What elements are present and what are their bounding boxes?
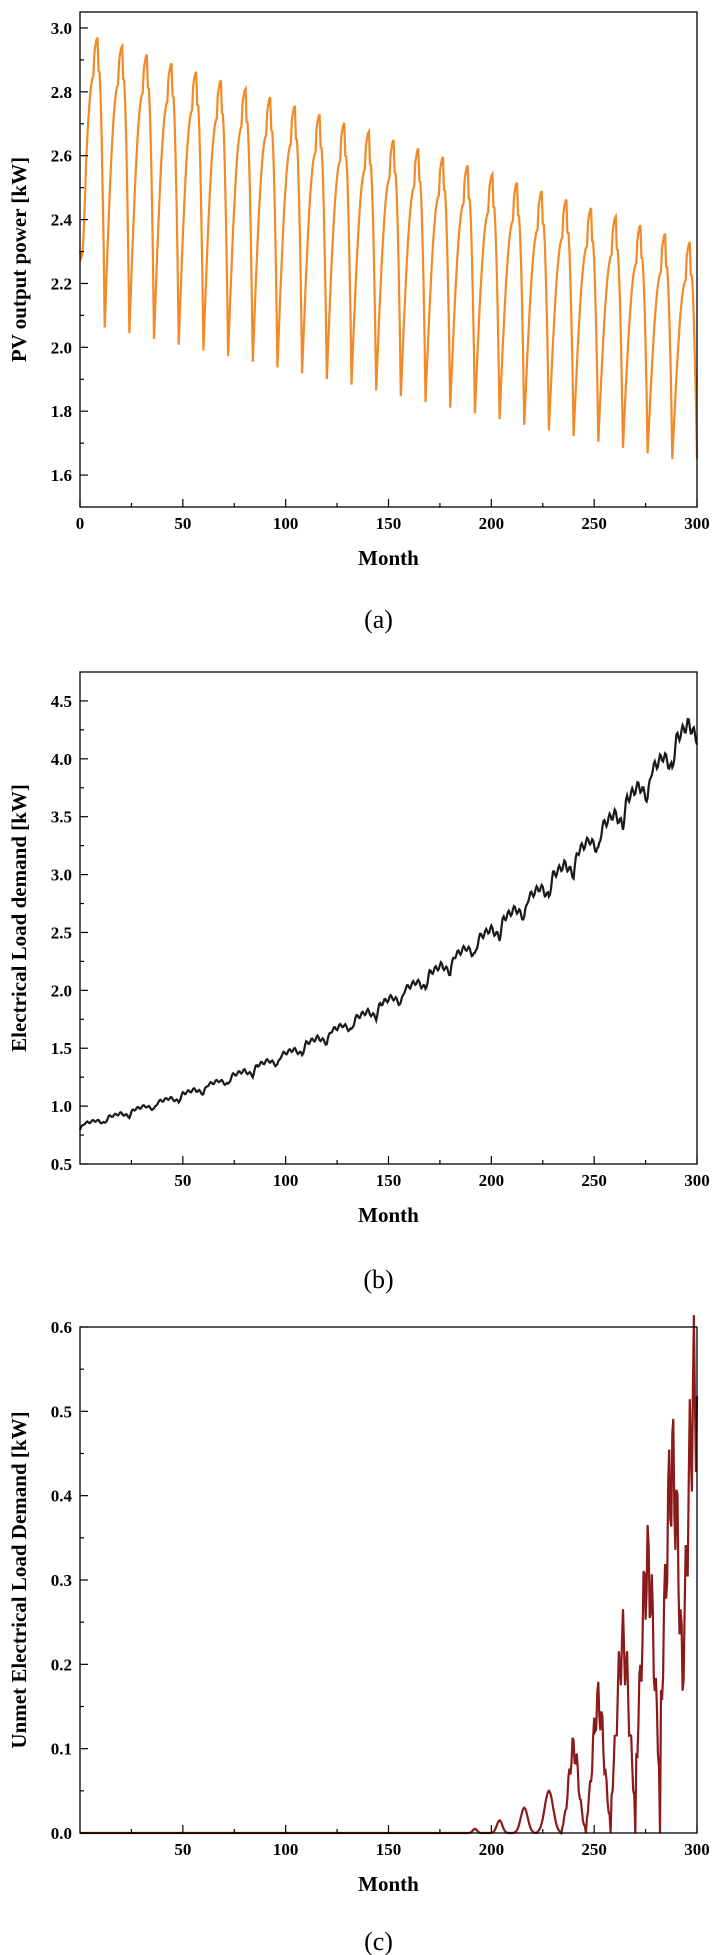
y-tick-label: 0.4	[51, 1487, 73, 1506]
x-tick-label: 100	[273, 1171, 299, 1190]
y-tick-label: 1.8	[51, 402, 72, 421]
y-tick-label: 3.0	[51, 866, 72, 885]
y-tick-label: 2.8	[51, 83, 72, 102]
y-tick-label: 4.5	[51, 692, 72, 711]
y-tick-label: 2.2	[51, 274, 72, 293]
unmet-load-chart: 50 100 150 200 250 300 0.0 0.1 0.2 0.3 0.4 0.5 0.6 Mo…	[7, 1315, 710, 1955]
x-tick-label: 0	[76, 514, 85, 533]
y-tick-label: 1.0	[51, 1097, 72, 1116]
plot-frame	[79, 671, 698, 1165]
y-tick-label: 3.5	[51, 808, 72, 827]
y-tick-label: 4.0	[51, 750, 72, 769]
y-tick-label: 0.3	[51, 1571, 72, 1590]
load-demand-chart: 50 100 150 200 250 300 0.5 1.0 1.5 2.0 2.5 3.0 3.5 4.…	[7, 671, 710, 1294]
y-tick-label: 0.5	[51, 1155, 72, 1174]
x-tick-label: 150	[376, 514, 402, 533]
y-tick-label: 0.0	[51, 1824, 72, 1843]
chart-panel-b: 50 100 150 200 250 300 0.5 1.0 1.5 2.0 2.5 3.0 3.5 4.…	[0, 655, 720, 1305]
panel-caption: (a)	[364, 605, 393, 634]
y-axis-title: PV output power [kW]	[7, 157, 31, 362]
chart-panel-c: 50 100 150 200 250 300 0.0 0.1 0.2 0.3 0.4 0.5 0.6 Mo…	[0, 1310, 720, 1955]
x-tick-label: 200	[479, 514, 505, 533]
y-tick-label: 1.5	[51, 1039, 72, 1058]
x-tick-label: 100	[273, 1840, 299, 1859]
x-tick-label: 250	[581, 1171, 607, 1190]
y-tick-label: 0.2	[51, 1655, 72, 1674]
x-tick-label: 50	[174, 1840, 191, 1859]
series-line	[78, 717, 699, 1131]
x-tick-label: 50	[174, 1171, 191, 1190]
x-tick-label: 300	[684, 514, 710, 533]
series-line	[80, 1315, 699, 1836]
y-tick-label: 1.6	[51, 466, 72, 485]
x-axis-title: Month	[358, 1203, 419, 1227]
x-tick-label: 50	[174, 514, 191, 533]
x-tick-label: 300	[684, 1840, 710, 1859]
chart-panel-a: 0 50 100 150 200 250 300 1.6 1.8 2.0 2.2 2.4 2.6 2.8 3…	[0, 0, 720, 640]
y-tick-label: 2.0	[51, 981, 72, 1000]
y-axis-title: Electrical Load demand [kW]	[7, 784, 31, 1052]
y-tick-label: 2.0	[51, 338, 72, 357]
y-axis-title: Unmet Electrical Load Demand [kW]	[7, 1411, 31, 1748]
x-tick-label: 150	[376, 1171, 402, 1190]
y-tick-label: 2.5	[51, 923, 72, 942]
x-tick-label: 100	[273, 514, 299, 533]
y-tick-label: 0.6	[51, 1318, 72, 1337]
x-tick-label: 200	[479, 1840, 505, 1859]
series-line	[78, 37, 699, 460]
y-tick-label: 0.5	[51, 1402, 72, 1421]
x-axis-title: Month	[358, 546, 419, 570]
y-tick-label: 2.4	[51, 211, 73, 230]
y-tick-label: 3.0	[51, 19, 72, 38]
x-tick-label: 200	[479, 1171, 505, 1190]
pv-output-chart: 0 50 100 150 200 250 300 1.6 1.8 2.0 2.2 2.4 2.6 2.8 3…	[7, 11, 710, 634]
x-tick-label: 250	[581, 1840, 607, 1859]
x-tick-label: 250	[581, 514, 607, 533]
panel-caption: (c)	[364, 1927, 393, 1955]
x-axis-title: Month	[358, 1872, 419, 1896]
panel-caption: (b)	[363, 1265, 393, 1294]
y-tick-label: 0.1	[51, 1740, 72, 1759]
x-tick-label: 300	[684, 1171, 710, 1190]
y-tick-label: 2.6	[51, 147, 72, 166]
x-tick-label: 150	[376, 1840, 402, 1859]
